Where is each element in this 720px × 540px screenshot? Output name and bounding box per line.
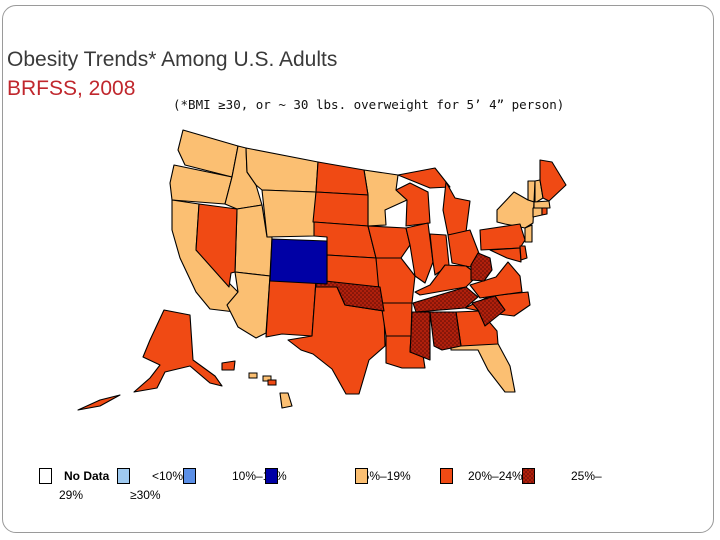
state-tennessee	[412, 286, 479, 313]
state-vermont	[527, 180, 536, 203]
state-mississippi	[409, 311, 431, 361]
legend-label-25-29-cont: 29%	[59, 488, 84, 502]
legend-label-no-data: No Data	[64, 469, 110, 483]
state-hawaii	[279, 392, 293, 409]
state-maryland	[489, 247, 522, 263]
hawaii-islet-2	[262, 375, 272, 382]
hawaii-islet-1	[248, 372, 258, 379]
state-wisconsin	[395, 182, 431, 227]
state-newmexico	[265, 275, 317, 338]
legend-swatch-ge30	[522, 468, 535, 484]
legend-swatch-20-24	[355, 468, 368, 484]
state-virginia	[469, 261, 523, 299]
state-rhodeisland	[541, 207, 548, 216]
bmi-footnote: (*BMI ≥30, or ~ 30 lbs. overweight for 5…	[173, 97, 565, 112]
state-oklahoma	[315, 279, 385, 312]
state-newjersey	[524, 224, 533, 243]
state-pennsylvania	[479, 223, 526, 251]
legend-swatch-10-14	[183, 468, 196, 484]
slide-frame	[2, 5, 714, 533]
state-maine	[539, 159, 567, 202]
legend-label-25-29: 25%–	[571, 469, 602, 483]
state-delaware	[519, 245, 528, 261]
state-nevada	[195, 203, 238, 288]
state-michigan	[442, 181, 471, 236]
state-hawaii-islands	[221, 360, 236, 371]
state-westvirginia	[470, 252, 493, 282]
legend-label-lt10: <10%	[152, 469, 184, 483]
state-wyoming	[261, 189, 317, 238]
state-montana	[245, 147, 319, 193]
state-arizona	[226, 271, 271, 339]
state-iowa	[367, 225, 411, 259]
map-subtitle: BRFSS, 2008	[7, 77, 136, 100]
state-newyork	[496, 191, 535, 229]
state-southcarolina	[471, 295, 506, 327]
state-florida	[450, 339, 516, 393]
state-massachusetts	[533, 200, 551, 209]
state-washington	[177, 129, 239, 178]
legend-swatch-15-19	[265, 468, 278, 484]
state-alabama	[429, 311, 462, 351]
hawaii-islet-3	[267, 379, 277, 386]
state-colorado	[269, 238, 328, 285]
legend-label-10-14: 10%–14%	[232, 469, 287, 483]
legend-swatch-lt10	[117, 468, 130, 484]
legend-label-ge30: ≥30%	[130, 488, 161, 502]
map-title: Obesity Trends* Among U.S. Adults	[7, 48, 338, 71]
state-connecticut	[532, 207, 543, 218]
alaska-aleutians	[77, 394, 121, 411]
state-alaska	[133, 309, 223, 393]
state-minnesota	[363, 169, 408, 227]
legend-label-20-24: 20%–24%	[468, 469, 523, 483]
legend-swatch-25-29	[440, 468, 453, 484]
state-arkansas	[380, 302, 413, 337]
state-michigan-upper	[397, 167, 451, 189]
state-southdakota	[312, 191, 369, 227]
state-oregon	[169, 164, 233, 205]
state-northdakota	[315, 161, 369, 196]
legend-label-15-19: 15%–19%	[356, 469, 411, 483]
legend-swatch-no-data	[39, 468, 52, 484]
state-illinois	[405, 222, 434, 284]
